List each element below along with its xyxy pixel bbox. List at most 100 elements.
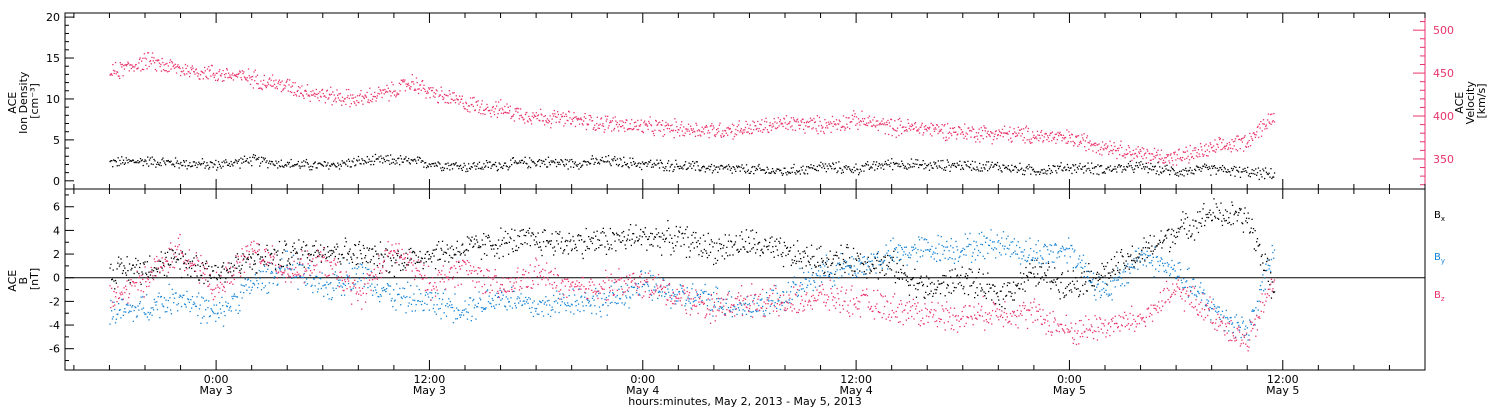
density-point xyxy=(635,163,636,164)
velocity-point xyxy=(310,91,311,92)
bx-point xyxy=(453,249,454,250)
velocity-point xyxy=(861,111,862,112)
by-point xyxy=(233,296,234,297)
bx-point xyxy=(230,271,231,272)
bx-point xyxy=(673,247,674,248)
bx-point xyxy=(409,249,410,250)
bx-point xyxy=(732,254,733,255)
velocity-point xyxy=(1172,160,1173,161)
density-point xyxy=(291,159,292,160)
velocity-point xyxy=(449,90,450,91)
by-point xyxy=(137,315,138,316)
velocity-point xyxy=(120,64,121,65)
density-point xyxy=(578,168,579,169)
velocity-point xyxy=(1159,158,1160,159)
bx-point xyxy=(731,241,732,242)
velocity-point xyxy=(338,97,339,98)
density-point xyxy=(326,165,327,166)
density-point xyxy=(1075,164,1076,165)
bx-point xyxy=(1081,277,1082,278)
density-point xyxy=(945,170,946,171)
by-point xyxy=(343,284,344,285)
velocity-point xyxy=(852,115,853,116)
bx-point xyxy=(1014,299,1015,300)
density-point xyxy=(143,165,144,166)
bx-point xyxy=(160,261,161,262)
velocity-point xyxy=(865,124,866,125)
bx-point xyxy=(1161,230,1162,231)
density-point xyxy=(577,166,578,167)
velocity-point xyxy=(360,90,361,91)
velocity-point xyxy=(423,85,424,86)
velocity-point xyxy=(600,124,601,125)
density-point xyxy=(594,164,595,165)
bx-point xyxy=(466,249,467,250)
by-point xyxy=(381,296,382,297)
bx-point xyxy=(281,266,282,267)
velocity-point xyxy=(328,97,329,98)
bx-point xyxy=(572,236,573,237)
bx-point xyxy=(416,255,417,256)
bx-point xyxy=(708,255,709,256)
bx-point xyxy=(301,247,302,248)
velocity-point xyxy=(1102,141,1103,142)
density-point xyxy=(306,159,307,160)
bx-point xyxy=(393,257,394,258)
by-point xyxy=(266,293,267,294)
bx-point xyxy=(280,259,281,260)
bx-point xyxy=(1036,260,1037,261)
by-point xyxy=(383,287,384,288)
velocity-point xyxy=(711,123,712,124)
velocity-point xyxy=(380,89,381,90)
bx-point xyxy=(1209,210,1210,211)
density-point xyxy=(563,164,564,165)
density-point xyxy=(1220,167,1221,168)
velocity-point xyxy=(640,124,641,125)
by-point xyxy=(155,304,156,305)
bx-point xyxy=(263,264,264,265)
density-point xyxy=(122,162,123,163)
velocity-point xyxy=(269,78,270,79)
bx-point xyxy=(1238,212,1239,213)
density-point xyxy=(873,161,874,162)
velocity-point xyxy=(1260,121,1261,122)
bx-point xyxy=(626,240,627,241)
velocity-point xyxy=(703,128,704,129)
velocity-point xyxy=(131,65,132,66)
by-point xyxy=(371,271,372,272)
bx-point xyxy=(188,263,189,264)
bx-point xyxy=(536,241,537,242)
density-point xyxy=(586,164,587,165)
density-point xyxy=(1064,166,1065,167)
velocity-point xyxy=(580,117,581,118)
density-point xyxy=(1098,174,1099,175)
density-point xyxy=(924,163,925,164)
velocity-point xyxy=(218,71,219,72)
velocity-point xyxy=(1266,128,1267,129)
bx-point xyxy=(490,245,491,246)
bx-point xyxy=(904,272,905,273)
bx-point xyxy=(642,236,643,237)
velocity-point xyxy=(1054,137,1055,138)
density-point xyxy=(701,167,702,168)
by-point xyxy=(158,293,159,294)
bx-point xyxy=(1262,254,1263,255)
by-point xyxy=(366,278,367,279)
velocity-point xyxy=(189,76,190,77)
bx-point xyxy=(545,230,546,231)
bx-point xyxy=(902,279,903,280)
velocity-point xyxy=(663,136,664,137)
velocity-point xyxy=(641,120,642,121)
velocity-point xyxy=(601,117,602,118)
velocity-point xyxy=(138,67,139,68)
velocity-point xyxy=(426,93,427,94)
by-point xyxy=(409,302,410,303)
bx-point xyxy=(643,232,644,233)
velocity-point xyxy=(130,64,131,65)
velocity-point xyxy=(1180,157,1181,158)
velocity-point xyxy=(610,120,611,121)
bx-point xyxy=(123,270,124,271)
bx-point xyxy=(691,235,692,236)
velocity-point xyxy=(801,122,802,123)
bx-point xyxy=(600,245,601,246)
